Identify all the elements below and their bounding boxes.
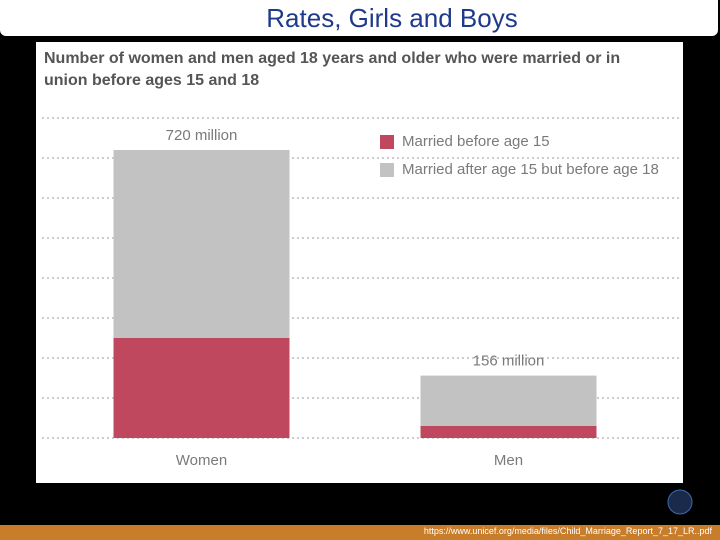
bar-segment	[113, 338, 290, 438]
bar-segment	[113, 150, 290, 338]
slide-title: Rates, Girls and Boys	[0, 0, 718, 36]
bar-segment	[420, 426, 597, 438]
chart: 720 million Women 156 million Men Married be…	[42, 117, 680, 469]
legend-label: Married before age 15	[402, 133, 550, 150]
footer-bar: https://www.unicef.org/media/files/Child…	[0, 525, 720, 540]
total-label: 156 million	[473, 353, 545, 370]
legend-swatch	[380, 135, 394, 149]
total-label: 720 million	[166, 127, 238, 144]
legend-swatch	[380, 163, 394, 177]
logo	[667, 489, 693, 515]
x-tick-label: Women	[176, 452, 227, 469]
source-link: https://www.unicef.org/media/files/Child…	[423, 526, 712, 536]
x-tick-label: Men	[494, 452, 523, 469]
chart-panel: Number of women and men aged 18 years an…	[36, 42, 683, 483]
bar-segment	[420, 375, 597, 426]
chart-title: Number of women and men aged 18 years an…	[44, 50, 621, 89]
legend-label: Married after age 15 but before age 18	[402, 161, 659, 178]
